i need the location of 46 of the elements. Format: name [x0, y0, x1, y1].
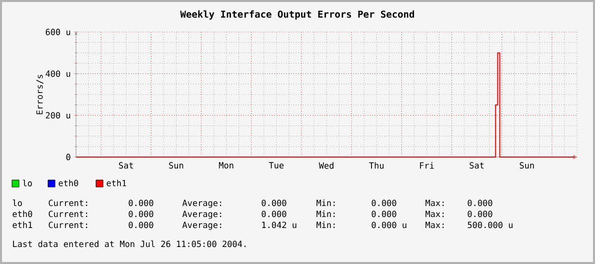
text: 0.000: [372, 200, 396, 206]
x-tick-label: Sun: [169, 162, 184, 169]
text: 0.000 u: [372, 222, 406, 228]
text: Average:: [182, 210, 222, 219]
text: 0.000: [128, 200, 154, 206]
legend-label: lo: [22, 180, 32, 186]
text: Average:: [182, 222, 222, 230]
text: Min:: [316, 210, 335, 217]
text: 0.000: [468, 210, 492, 218]
text: 0.000: [128, 222, 154, 228]
text: Current:: [48, 222, 88, 228]
text: 0.000: [468, 200, 492, 206]
text: Min:: [316, 200, 335, 206]
text: Max:: [426, 222, 444, 228]
x-tick-label: Sun: [520, 162, 534, 169]
text: eth0: [12, 210, 32, 218]
legend-label: eth1: [106, 180, 126, 186]
text: 0.000: [262, 210, 286, 218]
text: Current:: [48, 210, 88, 218]
x-tick-label: Tue: [268, 162, 284, 168]
y-tick-label: 0: [66, 154, 70, 160]
text: 0.000: [262, 200, 286, 206]
y-tick-label: 600 u: [46, 28, 70, 36]
text: eth1: [12, 222, 32, 228]
text: Max:: [426, 210, 444, 218]
text: 0.000: [372, 210, 396, 218]
text: Max:: [426, 200, 444, 206]
x-tick-label: Mon: [218, 162, 234, 168]
chart-title: Weekly Interface Output Errors Per Second: [180, 10, 414, 20]
text: 1.042 u: [262, 222, 296, 228]
text: lo: [12, 200, 22, 206]
text: Min:: [316, 222, 335, 228]
legend-label: eth0: [58, 180, 78, 186]
y-axis-title: Errors/s: [36, 74, 44, 114]
y-tick-label: 400 u: [46, 70, 70, 77]
x-tick-label: Thu: [369, 162, 384, 169]
text: Last data entered at Mon Jul 26 11:05:00 2004.: [13, 240, 246, 248]
y-tick-label: 200 u: [46, 112, 70, 119]
text: Average:: [182, 200, 222, 208]
x-tick-label: Sat: [119, 162, 133, 169]
x-tick-label: Sat: [470, 162, 484, 169]
x-tick-label: Wed: [318, 162, 334, 169]
x-tick-label: Fri: [420, 162, 434, 169]
text: 500.000 u: [468, 222, 512, 228]
text: 0.000: [128, 210, 154, 218]
text: Current:: [48, 200, 88, 206]
